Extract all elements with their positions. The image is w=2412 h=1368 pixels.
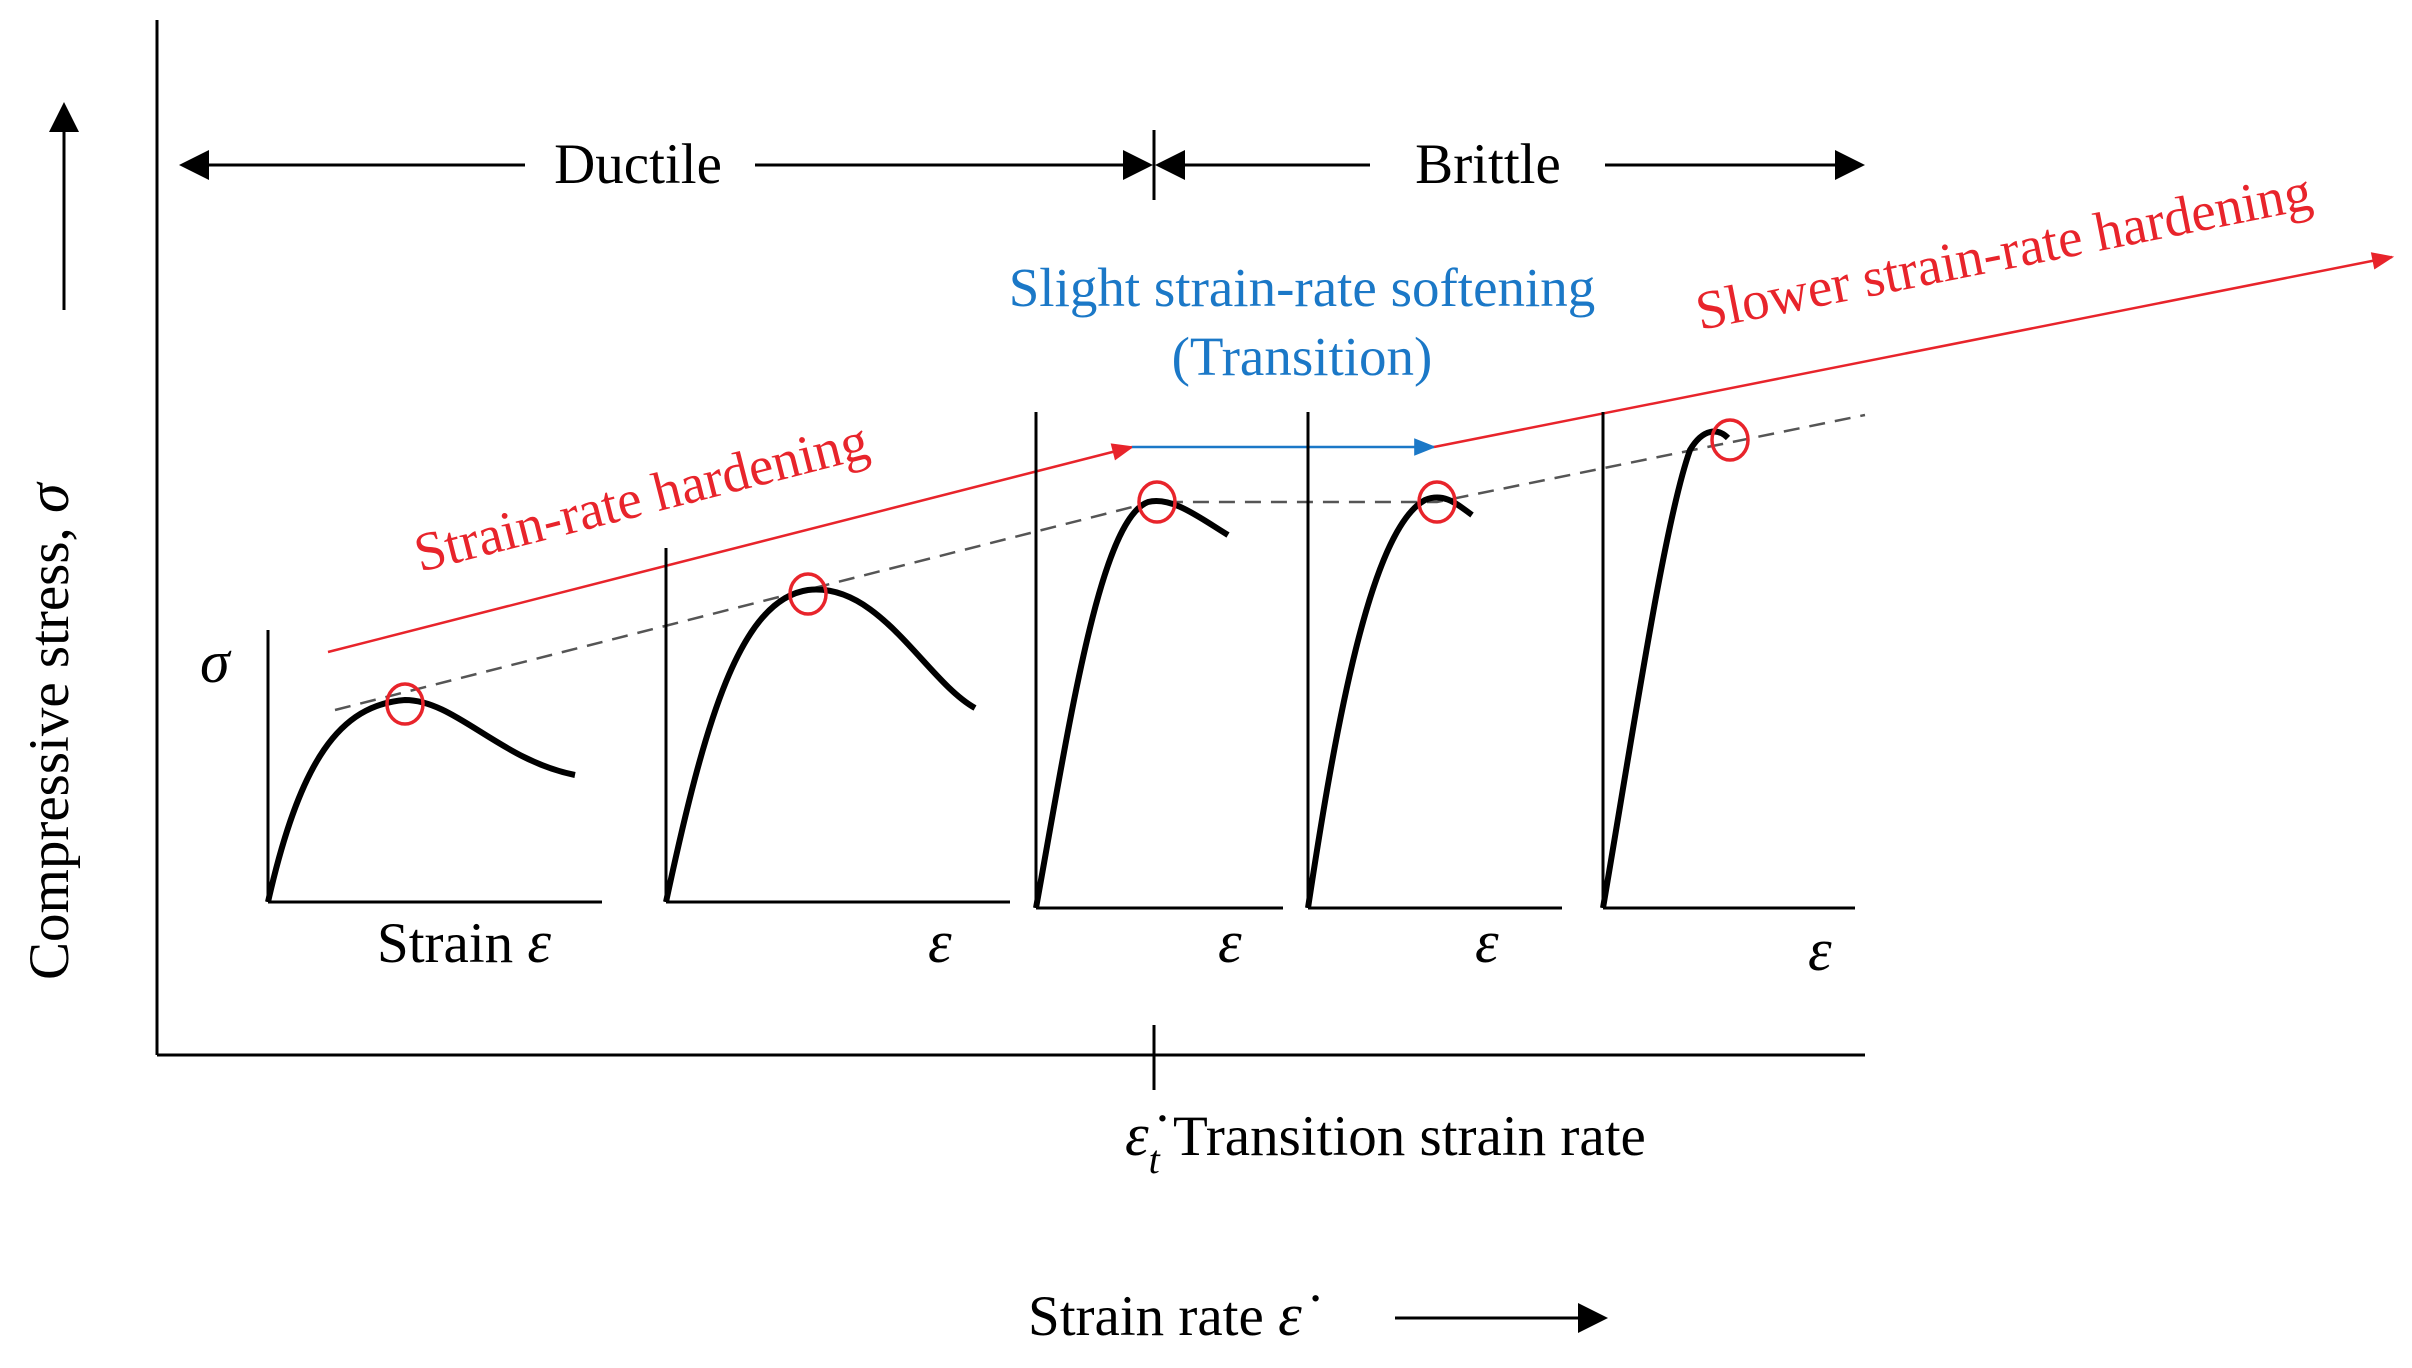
inset-1-peak-marker	[385, 682, 425, 726]
y-axis-symbol: σ	[15, 481, 81, 513]
x-axis-label: Strain rate	[1028, 1285, 1278, 1348]
softening-label-line1: Slight strain-rate softening	[1009, 257, 1596, 318]
inset-2-x-symbol: ε	[928, 909, 952, 975]
y-axis-title: Compressive stress, σ	[15, 481, 81, 980]
peak-envelope-dashed	[334, 413, 1866, 712]
inset-1-x-prefix: Strain	[377, 912, 527, 975]
inset-4: ε	[1305, 412, 1562, 975]
transition-label: ε̇t Transition strain rate	[1125, 1102, 1646, 1182]
inset-1-curve	[265, 696, 576, 903]
inset-2-peak-marker	[788, 572, 828, 616]
inset-5-peak-marker	[1710, 418, 1750, 462]
hardening-arrow	[327, 443, 1135, 654]
inset-4-x-symbol: ε	[1475, 909, 1499, 975]
inset-1-x-label: Strain ε	[377, 909, 551, 975]
inset-4-peak-marker	[1417, 480, 1457, 524]
slower-hardening-label: Slower strain-rate hardening	[1690, 160, 2316, 341]
y-axis-label: Compressive stress,	[18, 513, 81, 980]
inset-4-curve	[1305, 494, 1474, 909]
svg-text:Compressive stress, σ: Compressive stress, σ	[15, 481, 81, 980]
inset-5-x-symbol: ε	[1808, 917, 1832, 983]
inset-1-x-symbol: ε	[527, 909, 551, 975]
inset-3-curve	[1033, 498, 1230, 909]
slower-hardening-arrow	[1433, 252, 2395, 449]
inset-1: σ Strain ε	[200, 629, 602, 975]
x-axis-symbol: ε̇	[1278, 1282, 1319, 1348]
inset-3-x-symbol: ε	[1218, 909, 1242, 975]
x-axis-title: Strain rate ε̇	[1028, 1282, 1319, 1348]
inset-2-curve	[663, 586, 977, 903]
inset-5: ε	[1600, 412, 1855, 983]
brittle-label: Brittle	[1415, 133, 1561, 196]
inset-3-peak-marker	[1137, 480, 1177, 524]
hardening-label: Strain-rate hardening	[408, 409, 874, 583]
inset-1-y-label: σ	[200, 629, 232, 695]
transition-subscript: t	[1149, 1137, 1161, 1182]
ductile-label: Ductile	[554, 133, 722, 196]
transition-text: Transition strain rate	[1160, 1105, 1646, 1168]
softening-label-line2: (Transition)	[1172, 326, 1433, 387]
inset-3: ε	[1033, 412, 1283, 975]
inset-5-curve	[1600, 428, 1731, 909]
inset-2: ε	[663, 548, 1010, 975]
